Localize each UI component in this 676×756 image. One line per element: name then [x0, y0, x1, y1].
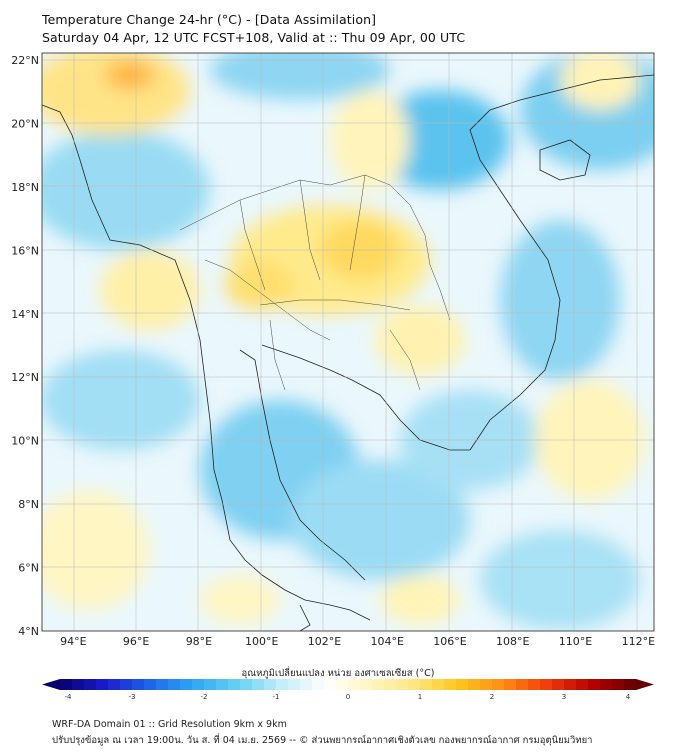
- colorbar-cell: [216, 679, 229, 690]
- map-subtitle: Saturday 04 Apr, 12 UTC FCST+108, Valid …: [42, 30, 466, 45]
- colorbar-cell: [492, 679, 505, 690]
- longitude-label: 108°E: [496, 635, 529, 648]
- colorbar-cell: [264, 679, 277, 690]
- longitude-label: 106°E: [433, 635, 466, 648]
- colorbar-cell: [576, 679, 589, 690]
- colorbar-tick-label: 3: [562, 693, 566, 701]
- longitude-label: 112°E: [622, 635, 655, 648]
- colorbar-cell: [588, 679, 601, 690]
- map-title: Temperature Change 24-hr (°C) - [Data As…: [42, 12, 377, 27]
- longitude-labels: 94°E 96°E 98°E 100°E 102°E 104°E 106°E 108°E 110…: [60, 635, 655, 648]
- latitude-label: 20°N: [11, 117, 39, 130]
- longitude-label: 100°E: [245, 635, 278, 648]
- colorbar-title: อุณหภูมิเปลี่ยนแปลง หน่วย องศาเซลเซียส (…: [241, 668, 435, 679]
- colorbar-cell: [360, 679, 373, 690]
- latitude-label: 8°N: [18, 498, 39, 511]
- colorbar-cell: [336, 679, 349, 690]
- colorbar-cell: [300, 679, 313, 690]
- colorbar-cell: [516, 679, 529, 690]
- colorbar-min-extend: [42, 679, 60, 690]
- colorbar-tick-label: -2: [201, 693, 208, 701]
- colorbar-tick-label: -3: [129, 693, 136, 701]
- colorbar-cell: [372, 679, 385, 690]
- colorbar-max-extend: [636, 679, 654, 690]
- colorbar-tick-label: -1: [273, 693, 280, 701]
- map-frame: [41, 52, 655, 632]
- latitude-label: 18°N: [11, 181, 39, 194]
- colorbar-cell: [396, 679, 409, 690]
- colorbar-cell: [192, 679, 205, 690]
- colorbar-cell: [84, 679, 97, 690]
- colorbar-cell: [612, 679, 625, 690]
- longitude-label: 102°E: [308, 635, 341, 648]
- colorbar-cell: [228, 679, 241, 690]
- colorbar-cell: [156, 679, 169, 690]
- latitude-label: 10°N: [11, 435, 39, 448]
- latitude-label: 4°N: [18, 625, 39, 638]
- colorbar-cell: [252, 679, 265, 690]
- colorbar-cell: [144, 679, 157, 690]
- colorbar-cell: [528, 679, 541, 690]
- colorbar-tick-label: 4: [626, 693, 631, 701]
- colorbar-cell: [408, 679, 421, 690]
- colorbar: -4 -3 -2 -1 0 1 2 3 4: [42, 679, 654, 701]
- map-plot-area: [42, 53, 654, 631]
- longitude-label: 96°E: [123, 635, 149, 648]
- colorbar-cell: [60, 679, 73, 690]
- temperature-field: [42, 53, 654, 630]
- colorbar-cell: [96, 679, 109, 690]
- colorbar-cell: [624, 679, 637, 690]
- coastlines: [42, 74, 654, 631]
- colorbar-cell: [564, 679, 577, 690]
- latitude-label: 6°N: [18, 562, 39, 575]
- colorbar-cell: [444, 679, 457, 690]
- longitude-label: 104°E: [371, 635, 404, 648]
- colorbar-cell: [468, 679, 481, 690]
- longitude-label: 98°E: [186, 635, 212, 648]
- colorbar-cell: [432, 679, 445, 690]
- colorbar-cell: [312, 679, 325, 690]
- colorbar-cell: [108, 679, 121, 690]
- latitude-label: 12°N: [11, 371, 39, 384]
- colorbar-cell: [480, 679, 493, 690]
- colorbar-tick-label: -4: [65, 693, 73, 701]
- longitude-label: 110°E: [559, 635, 592, 648]
- colorbar-tick-label: 0: [346, 693, 350, 701]
- colorbar-cell: [288, 679, 301, 690]
- colorbar-cell: [204, 679, 217, 690]
- colorbar-cell: [552, 679, 565, 690]
- colorbar-tick-label: 2: [490, 693, 494, 701]
- colorbar-cell: [420, 679, 433, 690]
- colorbar-cell: [504, 679, 517, 690]
- gridlines: [42, 53, 654, 631]
- colorbar-cell: [324, 679, 337, 690]
- colorbar-cell: [72, 679, 85, 690]
- colorbar-cell: [456, 679, 469, 690]
- colorbar-cell: [240, 679, 253, 690]
- colorbar-cell: [276, 679, 289, 690]
- admin-borders: [179, 174, 451, 391]
- colorbar-cell: [600, 679, 613, 690]
- latitude-label: 14°N: [11, 308, 39, 321]
- colorbar-cell: [168, 679, 181, 690]
- colorbar-cell: [384, 679, 397, 690]
- colorbar-cell: [348, 679, 361, 690]
- colorbar-tick-label: 1: [418, 693, 422, 701]
- colorbar-cell: [120, 679, 133, 690]
- update-info: ปรับปรุงข้อมูล ณ เวลา 19:00น. วัน ส. ที่…: [52, 735, 593, 746]
- colorbar-cell: [180, 679, 193, 690]
- longitude-label: 94°E: [60, 635, 86, 648]
- latitude-labels: 22°N 20°N 18°N 16°N 14°N 12°N 10°N 8°N 6°N 4°N: [11, 54, 39, 638]
- latitude-label: 16°N: [11, 244, 39, 257]
- model-info: WRF-DA Domain 01 :: Grid Resolution 9km …: [52, 719, 287, 730]
- colorbar-cell: [132, 679, 145, 690]
- latitude-label: 22°N: [11, 54, 39, 67]
- colorbar-cell: [540, 679, 553, 690]
